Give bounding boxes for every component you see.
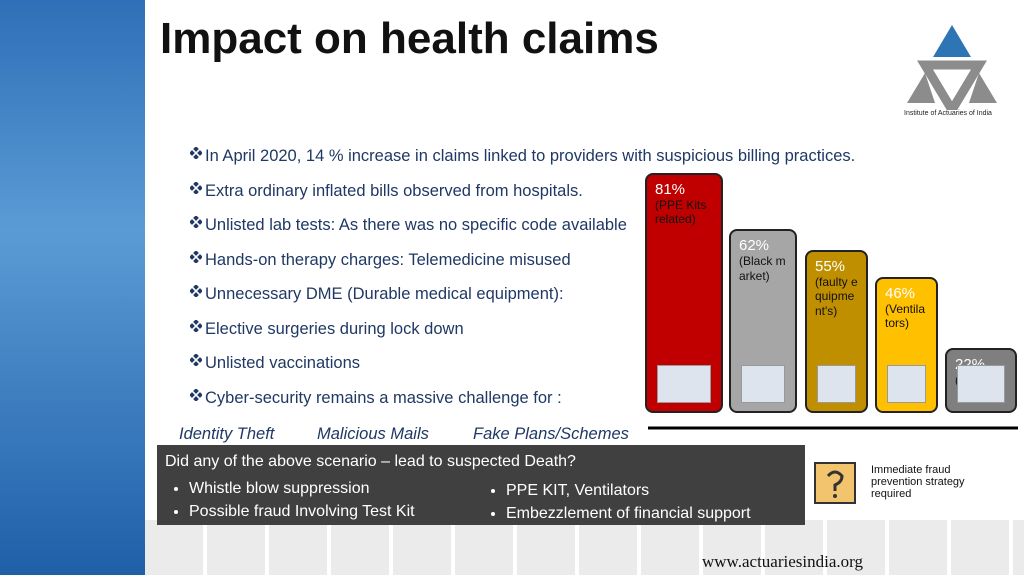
bullet-text: Cyber-security remains a massive challen… xyxy=(205,388,562,407)
bar-note: (PPE Kits related) xyxy=(655,198,707,227)
footer: www.actuariesindia.org xyxy=(702,552,863,571)
bullet-text: Elective surgeries during lock down xyxy=(205,319,464,338)
bullet: Elective surgeries during lock down xyxy=(189,318,464,339)
bar-image xyxy=(887,365,926,403)
list-item: Embezzlement of financial support xyxy=(506,502,751,525)
value-label: 81% xyxy=(655,181,686,198)
bar-image xyxy=(741,365,785,403)
bar-note: (Black market) xyxy=(739,254,786,283)
bullet-text: Unlisted lab tests: As there was no spec… xyxy=(205,216,627,234)
bullet: Hands-on therapy charges: Telemedicine m… xyxy=(189,249,571,270)
bar: 22%(Bribe xyxy=(945,347,1017,413)
question: Did any of the above scenario – lead to … xyxy=(165,453,576,470)
bullet-icon xyxy=(189,387,203,402)
cyber-item: Malicious Mails xyxy=(317,425,429,443)
bar: 62% (Black market) xyxy=(729,229,797,413)
bullet: Cyber-security remains a massive challen… xyxy=(189,387,562,408)
logo xyxy=(907,25,997,110)
bullet: Unnecessary DME (Durable medical equipme… xyxy=(189,284,564,304)
bullet-icon xyxy=(189,249,203,264)
bullet-icon xyxy=(189,215,203,229)
bar-note: (Ventilators) xyxy=(885,301,926,331)
tile-band xyxy=(145,520,1024,575)
baseline xyxy=(648,426,1018,430)
bullet: Unlisted lab tests: As there was no spec… xyxy=(189,215,627,235)
cyber-item: Identity Theft xyxy=(179,425,275,443)
bullet-icon xyxy=(189,318,203,333)
bar-image xyxy=(657,365,711,403)
bar-image xyxy=(957,365,1005,403)
value-label: 62% xyxy=(739,237,770,255)
legend-icon xyxy=(814,462,856,504)
bullet-text: In April 2020, 14 % increase in claims l… xyxy=(205,147,856,165)
bullet-icon xyxy=(189,180,203,195)
bar: 46% (Ventilators) xyxy=(875,276,938,413)
side-strip xyxy=(0,0,145,575)
title: Impact on health claims xyxy=(160,14,659,63)
list-item: PPE KIT, Ventilators xyxy=(506,479,751,502)
bar: 81% (PPE Kits related) xyxy=(645,173,723,413)
value-label: 46% xyxy=(885,284,916,302)
list-item: Whistle blow suppression xyxy=(189,477,415,500)
cyber-item: Fake Plans/Schemes xyxy=(473,425,629,443)
bullet: Unlisted vaccinations xyxy=(189,353,360,373)
legend-text: Immediate fraud prevention strategy requ… xyxy=(871,464,965,500)
list-item: Possible fraud Involving Test Kit xyxy=(189,500,415,523)
bullet: In April 2020, 14 % increase in claims l… xyxy=(189,146,856,166)
value-label: 55% xyxy=(815,258,846,276)
bullet-text: Hands-on therapy charges: Telemedicine m… xyxy=(205,250,571,269)
bar-note: (faulty equipment's) xyxy=(815,275,858,318)
bullet-icon xyxy=(189,353,203,367)
bar: 55% (faulty equipment's) xyxy=(805,250,868,413)
logo-text: Institute of Actuaries of India xyxy=(904,110,992,117)
bar-image xyxy=(817,365,856,403)
bullet: Extra ordinary inflated bills observed f… xyxy=(189,180,583,201)
bullet-text: Extra ordinary inflated bills observed f… xyxy=(205,181,583,200)
bullet-text: Unlisted vaccinations xyxy=(205,354,360,372)
bullet-icon xyxy=(189,284,203,298)
bullet-icon xyxy=(189,146,203,160)
bullet-text: Unnecessary DME (Durable medical equipme… xyxy=(205,285,564,303)
question-box: Did any of the above scenario – lead to … xyxy=(157,445,805,525)
